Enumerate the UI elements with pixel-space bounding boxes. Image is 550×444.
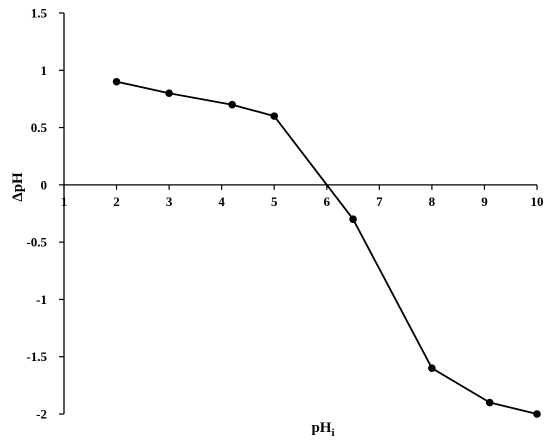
data-point xyxy=(112,77,121,86)
data-point xyxy=(485,398,494,407)
data-point xyxy=(165,89,173,97)
x-tick-label: 5 xyxy=(271,194,278,209)
y-tick-label: 1 xyxy=(41,63,48,78)
y-tick-label: -1 xyxy=(36,292,47,307)
x-tick-label: 6 xyxy=(324,194,331,209)
x-tick-label: 9 xyxy=(481,194,488,209)
tick-labels: 1.5 1 0.5 0 -0.5 -1 -1.5 -2 1 2 3 4 5 6 7 8 9 10 xyxy=(26,6,543,422)
x-tick-label: 8 xyxy=(429,194,436,209)
x-tick-label: 4 xyxy=(218,194,225,209)
data-point xyxy=(533,410,541,418)
x-tick-label: 7 xyxy=(376,194,383,209)
y-tick-label: -2 xyxy=(36,407,47,422)
data-point xyxy=(270,112,279,120)
data-point xyxy=(428,364,436,372)
y-tick-label: 0.5 xyxy=(31,120,48,135)
series-line xyxy=(116,80,538,415)
y-tick-label: -1.5 xyxy=(26,349,47,364)
y-tick-label: 1.5 xyxy=(31,6,48,21)
y-tick-label: -0.5 xyxy=(26,235,47,250)
x-tick-label: 2 xyxy=(113,194,120,209)
data-point xyxy=(349,215,357,224)
x-tick-label: 3 xyxy=(166,194,173,209)
x-axis-title-subscript: i xyxy=(331,427,334,439)
axes xyxy=(59,12,538,415)
x-tick-label: 1 xyxy=(61,194,68,209)
data-point xyxy=(228,100,236,109)
series-layer xyxy=(112,77,541,418)
y-axis-title: ΔpH xyxy=(10,172,26,202)
x-axis-title: pHi xyxy=(311,420,334,439)
x-axis-title-main: pH xyxy=(311,420,331,436)
y-tick-label: 0 xyxy=(41,177,48,192)
x-tick-label: 10 xyxy=(531,194,544,209)
